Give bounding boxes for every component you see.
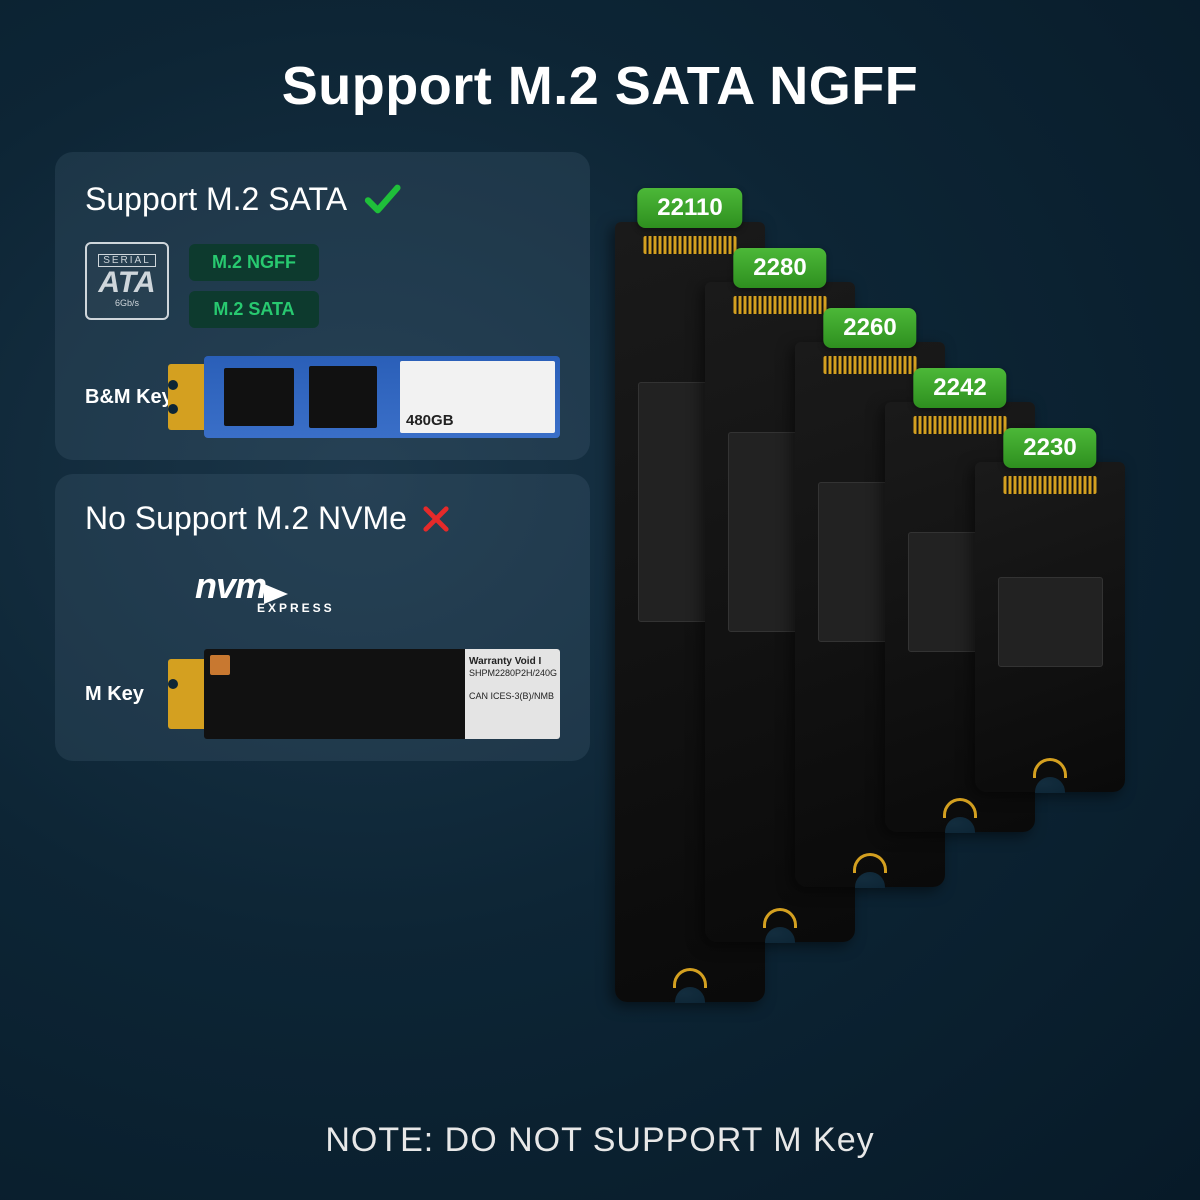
footer-note: NOTE: DO NOT SUPPORT M Key [0,1121,1200,1160]
sata-logo-icon: SERIAL ATA 6Gb/s [85,242,169,320]
badge-ngff: M.2 NGFF [189,244,319,281]
support-heading: Support M.2 SATA [85,181,347,218]
size-label: 2280 [733,248,826,288]
nvme-logo-icon: nvm EXPRESS [195,565,560,615]
support-panel: Support M.2 SATA SERIAL ATA 6Gb/s M.2 NG… [55,152,590,460]
check-icon [361,178,403,220]
size-label: 2230 [1003,428,1096,468]
nosupport-heading: No Support M.2 NVMe [85,500,407,537]
size-card-2230: 2230 [975,462,1125,792]
size-label: 2242 [913,368,1006,408]
size-label: 22110 [637,188,742,228]
size-label: 2260 [823,308,916,348]
sata-ssd-illustration: 480GB [204,356,560,438]
x-icon [421,504,451,534]
page-title: Support M.2 SATA NGFF [0,0,1200,117]
type-badges: M.2 NGFF M.2 SATA [189,244,319,328]
badge-sata: M.2 SATA [189,291,319,328]
ssd-sizes-diagram: 22110 2280 2260 2242 2230 [615,152,1155,1052]
nvme-ssd-illustration: Warranty Void I SHPM2280P2H/240G CAN ICE… [204,649,560,739]
nosupport-panel: No Support M.2 NVMe nvm EXPRESS M Key Wa… [55,474,590,761]
